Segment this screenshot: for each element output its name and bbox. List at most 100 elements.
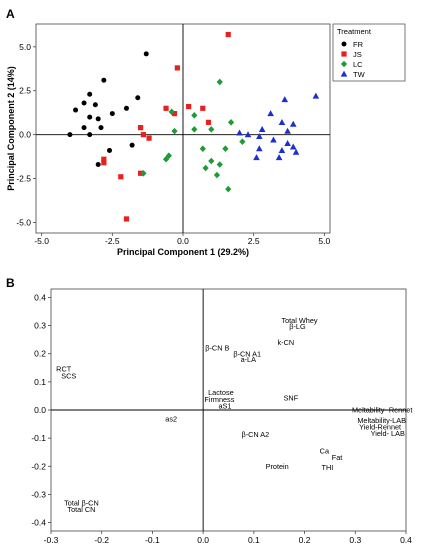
loading-label-meltability-rennet: Meltability- Rennet — [352, 406, 412, 415]
data-point-circle — [107, 147, 112, 153]
data-point-triangle — [312, 92, 320, 99]
data-point-triangle — [281, 96, 289, 103]
data-point-circle — [135, 95, 141, 101]
legend-marker-lc — [340, 60, 348, 68]
data-point-square — [171, 110, 178, 117]
loading-label-firmness: Firmness — [204, 395, 234, 404]
loading-label-k-cn: k-CN — [277, 338, 294, 347]
y-tick-label: 0.0 — [19, 130, 31, 140]
data-point-circle — [129, 142, 135, 148]
loading-label-fat: Fat — [332, 453, 343, 462]
data-point-square — [174, 65, 180, 71]
data-point-diamond — [213, 171, 221, 179]
data-point-circle — [109, 111, 115, 117]
data-point-triangle — [258, 125, 266, 132]
loading-label-lactose: Lactose — [208, 388, 234, 397]
data-point-square — [118, 174, 124, 180]
loading-label-protein: Protein — [266, 462, 289, 471]
data-point-circle — [95, 162, 101, 168]
loading-label-lg: β-LG — [289, 322, 306, 331]
legend-marker-tw — [340, 70, 348, 77]
x-tick-label: 5.0 — [318, 236, 330, 246]
y-tick-label: 5.0 — [19, 42, 31, 52]
y-tick-label: 0.2 — [34, 349, 46, 359]
data-point-square — [101, 156, 107, 162]
data-point-triangle — [267, 110, 274, 117]
data-point-circle — [95, 116, 101, 122]
data-point-circle — [67, 132, 73, 138]
y-tick-label: -0.4 — [31, 518, 46, 528]
data-point-square — [200, 105, 206, 111]
data-point-square — [140, 132, 147, 138]
data-point-square — [225, 31, 231, 38]
data-point-square — [123, 216, 130, 222]
data-point-diamond — [140, 169, 147, 177]
legend-label-fr: FR — [353, 40, 364, 49]
loading-label-cn-a1: β-CN A1 — [233, 350, 261, 359]
data-point-square — [186, 103, 192, 110]
legend-label-js: JS — [353, 50, 362, 59]
x-tick-label: -2.5 — [105, 236, 120, 246]
x-tick-label: 0.1 — [248, 535, 260, 545]
legend-title: Treatment — [337, 27, 372, 36]
data-point-triangle — [270, 136, 277, 143]
data-point-diamond — [208, 126, 215, 133]
data-point-triangle — [244, 131, 252, 138]
loading-label-total-cn: Total CN — [67, 505, 95, 514]
x-tick-label: 0.3 — [349, 535, 361, 545]
y-tick-label: 2.5 — [19, 86, 31, 96]
data-point-circle — [98, 125, 104, 131]
y-tick-label: 0.3 — [34, 321, 46, 331]
data-point-square — [101, 160, 107, 166]
data-point-diamond — [222, 145, 229, 152]
panel-a-pca-scores: A -5.0 -2.5 0.0 2.5 5.0 5.0 2.5 0.0 -2.5 -5.0 Princ… — [6, 7, 406, 257]
x-tick-label: 0.0 — [177, 236, 189, 246]
data-point-circle — [101, 77, 107, 83]
data-point-diamond — [162, 155, 170, 163]
data-point-diamond — [199, 145, 206, 152]
data-point-triangle — [289, 143, 297, 150]
y-tick-label: -5.0 — [16, 217, 31, 227]
data-point-diamond — [171, 127, 178, 135]
x-tick-label: -0.1 — [145, 535, 160, 545]
y-tick-label: -0.1 — [31, 433, 46, 443]
data-point-diamond — [168, 108, 175, 116]
loading-label-meltability-lab: Meltability-LAB — [357, 416, 406, 425]
data-point-triangle — [278, 147, 286, 154]
data-point-triangle — [236, 129, 243, 136]
data-point-triangle — [256, 133, 263, 140]
data-point-diamond — [191, 126, 198, 133]
data-point-triangle — [284, 140, 291, 147]
loading-label-rct: RCT — [56, 365, 72, 374]
legend-label-tw: TW — [353, 70, 366, 79]
x-tick-label: -5.0 — [34, 236, 49, 246]
x-axis-title: Principal Component 1 (29.2%) — [117, 247, 249, 257]
data-point-triangle — [253, 154, 260, 161]
loading-label-total-whey: Total Whey — [281, 316, 317, 325]
loading-label-as2: as2 — [165, 415, 177, 424]
y-tick-label: -0.2 — [31, 461, 46, 471]
data-point-diamond — [239, 138, 246, 145]
data-point-circle — [81, 100, 87, 106]
loading-label-total-cn: Total β-CN — [64, 498, 99, 507]
data-point-square — [146, 135, 152, 141]
data-point-diamond — [227, 119, 235, 126]
x-tick-label: 2.5 — [248, 236, 260, 246]
data-point-circle — [123, 105, 129, 111]
data-point-triangle — [275, 154, 283, 161]
y-tick-label: -2.5 — [16, 174, 31, 184]
data-point-triangle — [284, 127, 291, 134]
loading-label-ca: Ca — [320, 447, 330, 456]
legend-marker-js — [341, 51, 347, 57]
y-axis-title: Principal Component 2 (14%) — [6, 66, 16, 191]
loading-label-snf: SNF — [284, 393, 299, 402]
data-point-circle — [92, 102, 98, 108]
loading-label-cn-b: β-CN B — [205, 343, 229, 352]
data-point-triangle — [256, 145, 263, 152]
data-point-circle — [143, 51, 149, 57]
data-point-triangle — [278, 118, 286, 125]
x-tick-label: 0.0 — [197, 535, 209, 545]
data-point-square — [163, 105, 169, 111]
data-point-diamond — [191, 112, 198, 119]
